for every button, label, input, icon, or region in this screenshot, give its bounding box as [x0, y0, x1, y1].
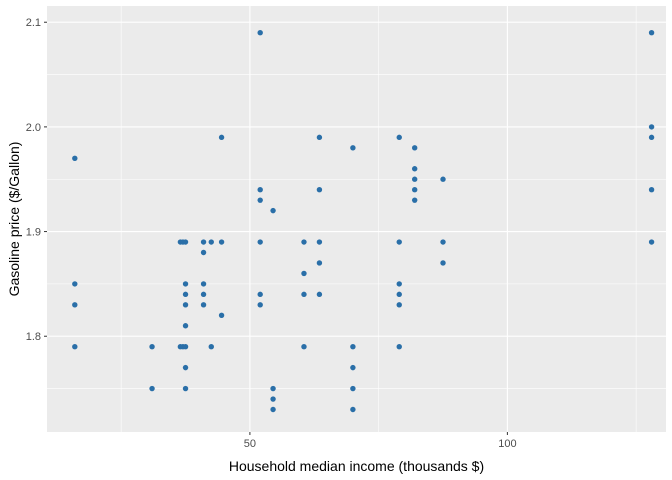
- data-point: [270, 406, 276, 413]
- data-point: [396, 291, 402, 298]
- panel-background: [47, 6, 666, 432]
- y-tick-label: 1.8: [26, 331, 41, 343]
- data-point: [316, 186, 323, 193]
- data-point: [411, 145, 418, 151]
- data-point: [648, 124, 655, 130]
- major-gridlines: [47, 6, 666, 432]
- data-points: [72, 29, 655, 413]
- axis-ticks: [44, 21, 508, 435]
- data-point: [316, 134, 323, 141]
- data-point: [270, 385, 276, 392]
- data-point: [257, 291, 263, 298]
- data-point: [182, 364, 189, 371]
- data-point: [182, 343, 189, 350]
- data-point: [350, 385, 356, 392]
- data-point: [648, 29, 655, 36]
- data-point: [396, 134, 402, 141]
- data-point: [182, 239, 189, 245]
- data-point: [411, 176, 418, 182]
- data-point: [648, 239, 655, 245]
- data-point: [316, 291, 323, 298]
- data-point: [396, 281, 402, 287]
- data-point: [182, 291, 189, 298]
- data-point: [72, 343, 78, 350]
- data-point: [218, 239, 225, 245]
- data-point: [301, 270, 307, 277]
- data-point: [440, 260, 446, 266]
- data-point: [182, 302, 189, 308]
- x-tick-labels: 50 100: [244, 438, 517, 450]
- data-point: [396, 302, 402, 308]
- data-point: [72, 302, 78, 308]
- data-point: [270, 207, 276, 214]
- data-point: [648, 186, 655, 193]
- data-point: [301, 343, 307, 350]
- data-point: [257, 239, 263, 245]
- data-point: [440, 239, 446, 245]
- x-tick-label: 100: [498, 438, 516, 450]
- data-point: [440, 176, 446, 182]
- data-point: [648, 134, 655, 141]
- y-tick-label: 2.1: [26, 17, 41, 29]
- data-point: [200, 302, 207, 308]
- data-point: [149, 385, 155, 392]
- data-point: [270, 396, 276, 402]
- y-tick-label: 1.9: [26, 227, 41, 239]
- data-point: [411, 186, 418, 193]
- y-axis-title: Gasoline price ($/Gallon): [6, 142, 22, 297]
- x-axis-title: Household median income (thousands $): [229, 458, 484, 474]
- data-point: [396, 343, 402, 350]
- data-point: [301, 291, 307, 298]
- y-tick-labels: 1.8 1.9 2.0 2.1: [26, 17, 41, 343]
- data-point: [350, 145, 356, 151]
- y-tick-label: 2.0: [26, 122, 41, 134]
- data-point: [182, 281, 189, 287]
- data-point: [411, 166, 418, 172]
- data-point: [208, 239, 214, 245]
- data-point: [182, 323, 189, 329]
- data-point: [396, 239, 402, 245]
- data-point: [257, 197, 263, 203]
- data-point: [257, 29, 263, 36]
- data-point: [218, 312, 225, 318]
- data-point: [350, 364, 356, 371]
- data-point: [218, 134, 225, 141]
- data-point: [72, 281, 78, 287]
- data-point: [257, 186, 263, 193]
- data-point: [411, 197, 418, 203]
- data-point: [316, 260, 323, 266]
- data-point: [200, 281, 207, 287]
- data-point: [72, 155, 78, 161]
- data-point: [350, 406, 356, 413]
- data-point: [350, 343, 356, 350]
- data-point: [200, 249, 207, 256]
- data-point: [208, 343, 214, 350]
- data-point: [301, 239, 307, 245]
- data-point: [316, 239, 323, 245]
- x-tick-label: 50: [244, 438, 256, 450]
- data-point: [200, 239, 207, 245]
- data-point: [257, 302, 263, 308]
- data-point: [182, 385, 189, 392]
- data-point: [149, 343, 155, 350]
- data-point: [200, 291, 207, 298]
